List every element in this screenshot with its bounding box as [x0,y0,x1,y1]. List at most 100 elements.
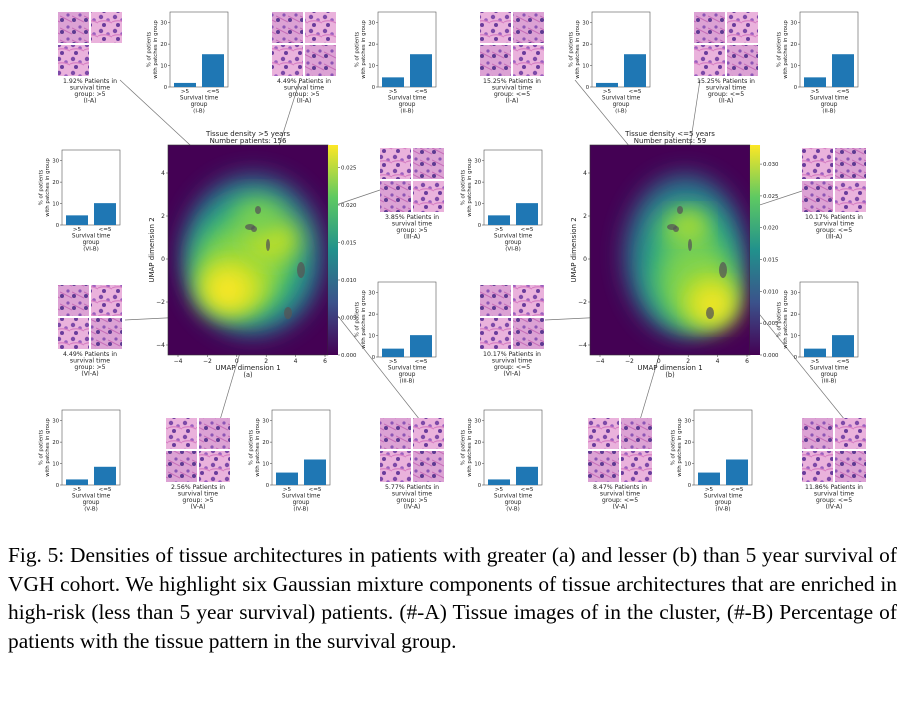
bar-category-label: >5 [495,227,504,233]
bar-xlabel-2: group [715,500,732,506]
y-tick-label: −2 [578,299,587,306]
bar-le5 [202,54,224,87]
bar-xlabel: Survival time [602,96,641,102]
bar-xlabel-2: group [83,500,100,506]
tissue-tile [91,285,122,316]
bar-chart-a-3: 30 20 10 0 >5 <=5 % of patientswith patches in… [355,281,437,385]
bar-y-tick-label: 0 [794,355,797,361]
bar-y-tick-label: 20 [52,440,59,446]
caption-text: Densities of tissue architectures in pat… [8,543,897,653]
bar-y-tick-label: 10 [262,462,269,468]
bar-gt5 [276,472,298,485]
bar-category-label: >5 [811,89,820,95]
bar-xlabel-2: group [505,500,522,506]
tissue-tile [58,318,89,349]
colorbar [750,145,760,355]
bar-xlabel: Survival time [72,234,111,240]
tissue-tile [413,451,444,482]
bar-xlabel: Survival time [494,494,533,500]
bar-chart-b-5: 30 20 10 0 >5 <=5 % of patientswith patches in… [461,409,543,513]
density-ylabel: UMAP dimension 2 [570,217,578,282]
tissue-caption-tag: (VI-A) [503,371,520,378]
colorbar-tick-label: 0.025 [341,166,356,172]
bar-gt5 [488,215,510,225]
bar-le5 [410,335,432,357]
bar-y-tick-label: 10 [52,462,59,468]
density-region [676,213,704,237]
tissue-caption-line3: group: >5 [288,91,319,98]
bar-le5 [410,54,432,87]
bar-xlabel-2: group [821,102,838,108]
x-tick-label: 4 [294,358,298,365]
bar-gt5 [804,77,826,87]
bar-chart-b-6: 30 20 10 0 >5 <=5 % of patientswith patches in… [671,409,753,513]
tissue-tile [413,181,444,212]
density-xlabel: UMAP dimension 1 [637,364,702,372]
figure-label: Fig. 5: [8,543,65,567]
bar-ylabel: % of patientswith patches in group [39,158,52,217]
y-tick-label: 0 [583,256,587,263]
density-region [233,197,283,233]
density-heatmap [590,145,750,355]
bar-category-label: <=5 [415,89,428,95]
tissue-caption-pct: 4.49% Patients in [277,78,331,85]
colorbar-tick-label: 0.015 [341,241,356,247]
bar-y-tick-label: 30 [474,419,481,425]
tissue-tile [91,12,122,43]
x-tick-label: −4 [174,358,183,365]
gmm-component [297,262,305,278]
tissue-tile [480,318,511,349]
density-ylabel: UMAP dimension 2 [148,217,156,282]
y-tick-label: −2 [156,299,165,306]
x-tick-label: 0 [235,358,239,365]
y-tick-label: −4 [156,342,165,349]
bar-y-tick-label: 0 [372,355,375,361]
tissue-caption-pct: 4.49% Patients in [63,351,117,358]
bar-category-label: <=5 [309,487,322,493]
tissue-caption-line2: survival time [492,85,532,92]
tissue-caption-line3: group: <=5 [816,227,852,234]
tissue-tile [199,418,230,449]
bar-y-tick-label: 10 [474,202,481,208]
bar-y-tick-label: 0 [372,85,375,91]
bar-xlabel: Survival time [704,494,743,500]
tissue-tile [166,418,197,449]
tissue-tile [58,12,89,43]
tissue-caption-line3: group: >5 [396,497,427,504]
tissue-caption-line2: survival time [178,491,218,498]
bar-chart-a-6: 30 20 10 0 >5 <=5 % of patientswith patches in… [249,409,331,513]
bar-le5 [726,459,748,485]
bar-ylabel: % of patientswith patches in group [461,158,474,217]
bar-gt5 [66,479,88,485]
tissue-tile [588,451,619,482]
bar-y-tick-label: 20 [160,42,167,48]
density-title: Tissue density <=5 years [624,130,715,138]
bar-ylabel: % of patientswith patches in group [355,20,368,79]
gmm-component [677,206,683,214]
bar-y-tick-label: 30 [262,419,269,425]
tissue-caption-pct: 10.17% Patients in [483,351,541,358]
bar-tag: (IV-B) [715,507,730,513]
tissue-tile [802,148,833,179]
bar-category-label: <=5 [207,89,220,95]
tissue-caption-pct: 3.85% Patients in [385,214,439,221]
tissue-tile [480,12,511,43]
colorbar-tick-label: 0.015 [763,258,778,264]
gmm-component [255,206,261,214]
bar-xlabel: Survival time [810,96,849,102]
tissue-tile [727,45,758,76]
bar-tag: (I-B) [193,109,205,115]
bar-gt5 [382,348,404,357]
y-tick-label: 4 [583,170,587,177]
tissue-tile [621,451,652,482]
density-panel-label: (a) [243,371,252,379]
tissue-tile [480,285,511,316]
tissue-caption-line3: group: >5 [396,227,427,234]
colorbar-tick-label: 0.030 [763,162,779,168]
y-tick-label: 2 [583,213,587,220]
bar-y-tick-label: 20 [368,42,375,48]
